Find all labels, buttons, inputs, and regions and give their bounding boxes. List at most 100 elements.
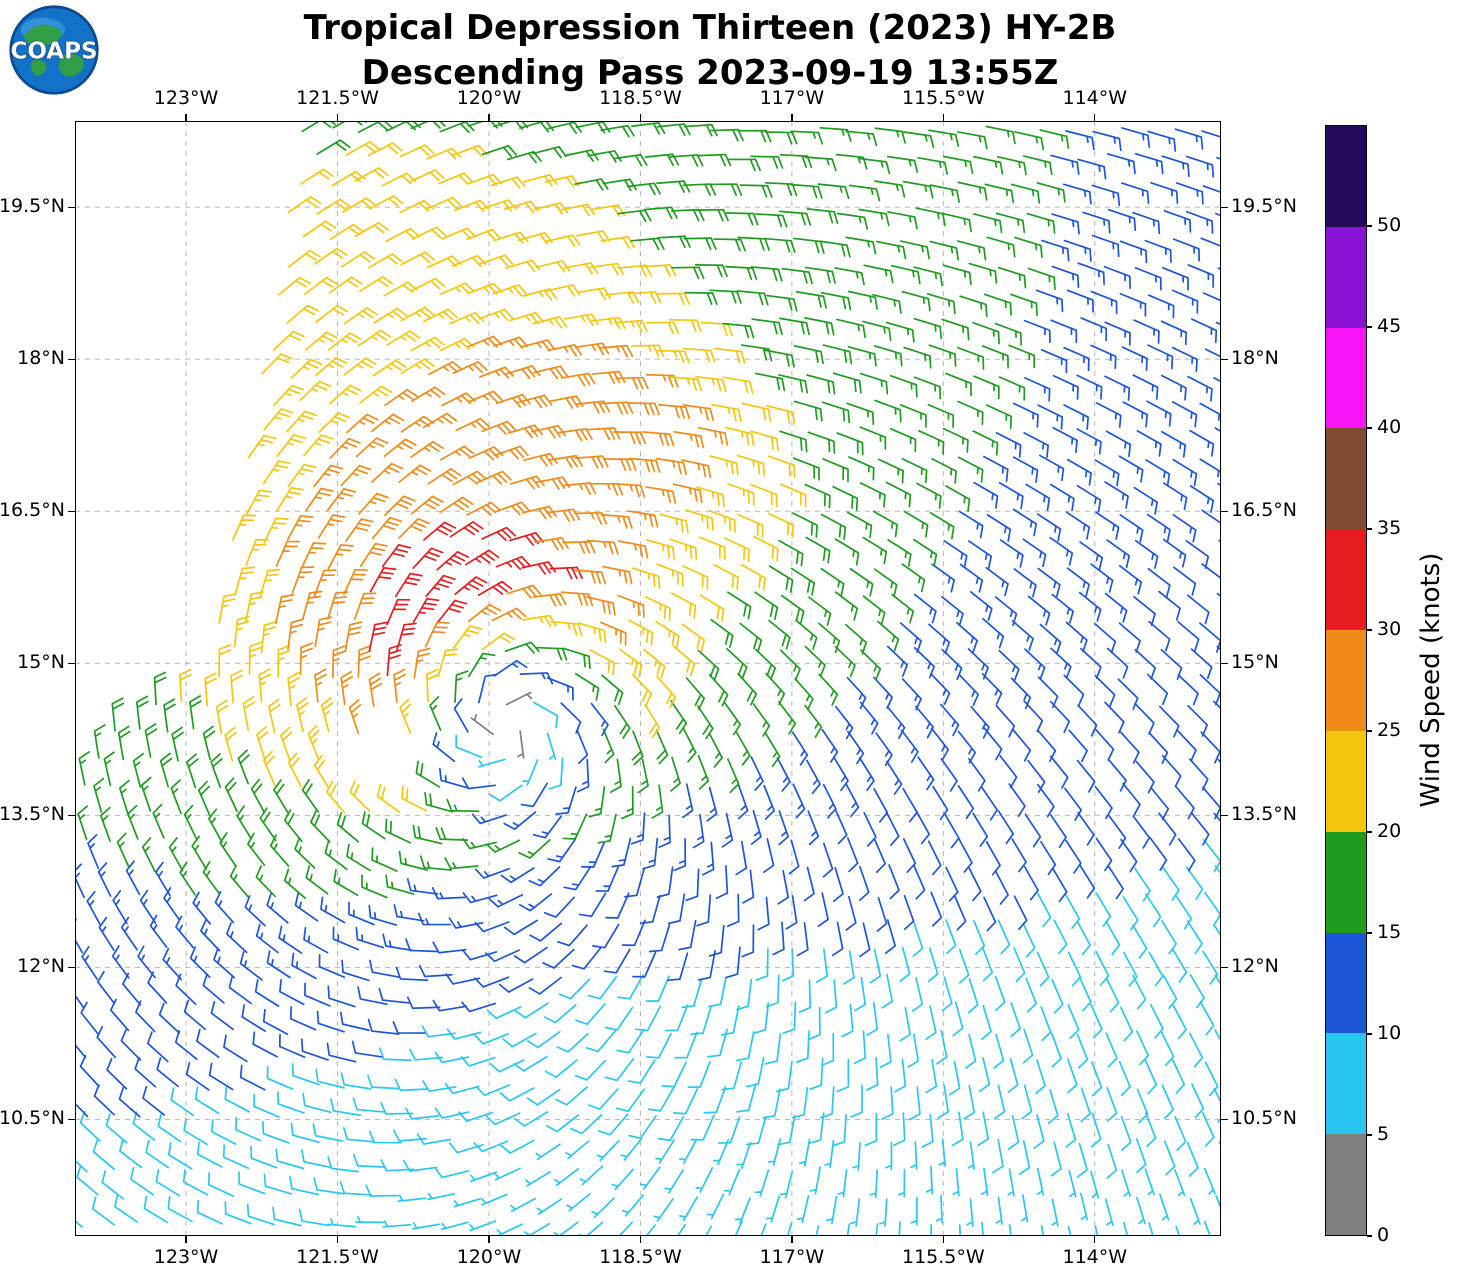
y-tick-left <box>68 662 75 664</box>
y-tick-right <box>1221 966 1228 969</box>
colorbar-axis-label: Wind Speed (knots) <box>1416 552 1446 808</box>
y-tick-label-right: 15°N <box>1231 651 1279 674</box>
colorbar-tick-label: 30 <box>1377 618 1402 640</box>
x-tick-bottom <box>488 1236 490 1243</box>
y-tick-label-right: 16.5°N <box>1231 499 1298 522</box>
y-tick-right <box>1221 510 1228 512</box>
x-tick-label-bottom: 121.5°W <box>296 1246 379 1264</box>
chart-title: Tropical Depression Thirteen (2023) HY-2… <box>0 6 1420 96</box>
y-tick-label-left: 15°N <box>17 651 65 674</box>
y-tick-label-right: 13.5°N <box>1231 803 1298 826</box>
colorbar-bin-45-50 <box>1326 226 1366 328</box>
y-tick-label-right: 12°N <box>1231 955 1279 978</box>
colorbar-bin-35-40 <box>1326 428 1366 530</box>
colorbar-bin-40-45 <box>1326 327 1366 429</box>
logo-text: COAPS <box>10 38 97 64</box>
x-tick-label-bottom: 117°W <box>759 1246 825 1264</box>
y-tick-label-left: 12°N <box>17 955 65 978</box>
x-tick-label-top: 118.5°W <box>599 87 682 109</box>
plot-area <box>75 121 1221 1236</box>
y-tick-left <box>68 510 75 512</box>
colorbar-tick <box>1367 932 1372 934</box>
colorbar-bin-15-20 <box>1326 831 1366 933</box>
colorbar-tick <box>1367 1235 1372 1237</box>
colorbar-tick <box>1367 831 1372 833</box>
y-tick-label-right: 18°N <box>1231 347 1279 370</box>
y-tick-label-left: 16.5°N <box>0 499 65 522</box>
y-tick-right <box>1221 814 1228 817</box>
y-tick-label-left: 19.5°N <box>0 195 65 218</box>
colorbar-bin-20-25 <box>1326 730 1366 832</box>
colorbar-tick-label: 35 <box>1377 517 1402 539</box>
wind-barb-canvas <box>75 121 1221 1236</box>
x-tick-label-bottom: 123°W <box>153 1246 219 1264</box>
x-tick-bottom <box>942 1236 945 1243</box>
colorbar-bin-5-10 <box>1326 1033 1366 1135</box>
y-tick-label-left: 18°N <box>17 347 65 370</box>
y-tick-left <box>68 1118 75 1121</box>
colorbar-tick-label: 5 <box>1377 1123 1390 1145</box>
x-tick-label-top: 123°W <box>153 87 219 109</box>
colorbar-tick-label: 10 <box>1377 1022 1402 1044</box>
coaps-logo: COAPS <box>9 5 99 95</box>
colorbar-tick-label: 40 <box>1377 416 1402 438</box>
x-tick-label-top: 117°W <box>759 87 825 109</box>
colorbar-tick <box>1367 730 1372 732</box>
x-tick-top <box>185 114 187 121</box>
y-tick-label-right: 10.5°N <box>1231 1107 1298 1130</box>
x-tick-label-bottom: 114°W <box>1062 1246 1128 1264</box>
colorbar-bin-0-5 <box>1326 1134 1366 1235</box>
y-tick-label-right: 19.5°N <box>1231 195 1298 218</box>
x-tick-label-top: 114°W <box>1062 87 1128 109</box>
colorbar-tick <box>1367 225 1372 227</box>
x-tick-bottom <box>791 1236 793 1243</box>
x-tick-bottom <box>1094 1236 1096 1243</box>
x-tick-label-top: 120°W <box>456 87 522 109</box>
x-tick-label-top: 121.5°W <box>296 87 379 109</box>
colorbar-bin-30-35 <box>1326 529 1366 631</box>
landmass-shape <box>30 59 47 76</box>
colorbar-tick-label: 50 <box>1377 214 1402 236</box>
colorbar-tick <box>1367 528 1372 530</box>
colorbar-tick-label: 25 <box>1377 719 1402 741</box>
x-tick-top <box>336 114 339 121</box>
colorbar-bin-25-30 <box>1326 630 1366 731</box>
landmass-shape <box>58 53 84 77</box>
landmass-shape <box>24 24 62 46</box>
x-tick-top <box>488 114 490 121</box>
x-tick-label-bottom: 120°W <box>456 1246 522 1264</box>
colorbar-tick-label: 15 <box>1377 921 1402 943</box>
colorbar-tick <box>1367 1033 1372 1035</box>
x-tick-top <box>791 114 793 121</box>
y-tick-right <box>1221 206 1228 208</box>
colorbar-tick-label: 45 <box>1377 315 1402 337</box>
x-tick-top <box>942 114 945 121</box>
colorbar-tick-label: 0 <box>1377 1224 1390 1246</box>
colorbar-bin-50-55 <box>1326 126 1366 227</box>
x-tick-bottom <box>336 1236 339 1243</box>
y-tick-left <box>68 206 75 208</box>
x-tick-label-top: 115.5°W <box>901 87 985 109</box>
y-tick-left <box>68 814 75 817</box>
title-line-1: Tropical Depression Thirteen (2023) HY-2… <box>303 8 1117 48</box>
y-tick-left <box>68 358 75 360</box>
colorbar-bin-10-15 <box>1326 932 1366 1034</box>
x-tick-label-bottom: 118.5°W <box>599 1246 682 1264</box>
x-tick-bottom <box>639 1236 642 1243</box>
colorbar-tick-label: 20 <box>1377 820 1402 842</box>
y-tick-label-left: 10.5°N <box>0 1107 65 1130</box>
y-tick-left <box>68 966 75 969</box>
colorbar <box>1325 125 1367 1236</box>
x-tick-bottom <box>185 1236 187 1243</box>
title-line-2: Descending Pass 2023-09-19 13:55Z <box>361 52 1059 93</box>
colorbar-tick <box>1367 427 1372 429</box>
x-tick-label-bottom: 115.5°W <box>901 1246 985 1264</box>
colorbar-tick <box>1367 629 1372 631</box>
y-tick-right <box>1221 1118 1228 1121</box>
x-tick-top <box>1094 114 1096 121</box>
y-tick-label-left: 13.5°N <box>0 803 65 826</box>
x-tick-top <box>639 114 642 121</box>
y-tick-right <box>1221 358 1228 360</box>
colorbar-tick <box>1367 1134 1372 1136</box>
